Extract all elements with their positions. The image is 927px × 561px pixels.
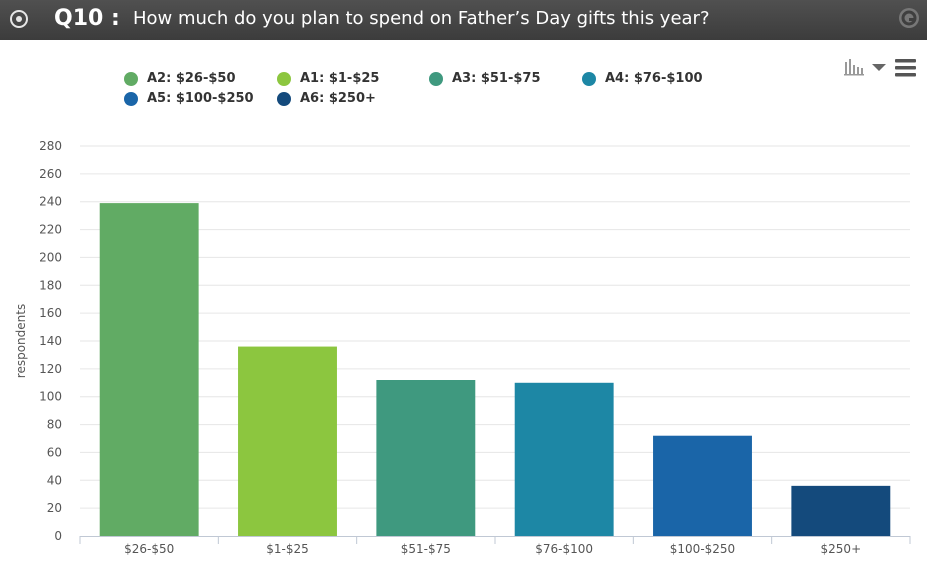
chart-type-icon[interactable]	[844, 59, 864, 76]
legend-dot	[277, 71, 291, 86]
y-tick-label: 160	[39, 306, 62, 320]
legend-item[interactable]: A5: $100-$250	[124, 91, 254, 106]
x-tick-label: $26-$50	[124, 542, 174, 556]
legend-item[interactable]: A3: $51-$75	[429, 71, 541, 86]
chevron-down-icon[interactable]	[872, 64, 886, 71]
bar[interactable]	[99, 203, 199, 536]
y-tick-label: 0	[54, 529, 62, 543]
legend-label: A3: $51-$75	[452, 71, 541, 86]
y-tick-label: 20	[47, 501, 62, 515]
y-tick-label: 60	[47, 445, 62, 459]
legend-label: A6: $250+	[300, 91, 376, 106]
y-tick-label: 80	[47, 418, 62, 432]
y-tick-label: 220	[39, 223, 62, 237]
x-tick-label: $250+	[821, 542, 862, 556]
x-tick-label: $1-$25	[266, 542, 309, 556]
radio-dot	[16, 16, 22, 22]
bar[interactable]	[791, 485, 891, 536]
legend-item[interactable]: A2: $26-$50	[124, 71, 236, 86]
bar[interactable]	[653, 435, 752, 536]
y-tick-label: 120	[39, 362, 62, 376]
x-tick-label: $76-$100	[535, 542, 593, 556]
question-text: How much do you plan to spend on Father’…	[133, 8, 710, 29]
y-tick-label: 100	[39, 390, 62, 404]
y-tick-label: 180	[39, 278, 62, 292]
menu-icon[interactable]	[895, 59, 916, 77]
y-tick-label: 240	[39, 195, 62, 209]
legend-label: A2: $26-$50	[147, 71, 236, 86]
legend-item[interactable]: A4: $76-$100	[582, 71, 703, 86]
legend-dot	[582, 71, 596, 86]
radio-icon[interactable]	[10, 10, 28, 28]
y-tick-label: 140	[39, 334, 62, 348]
legend-dot	[124, 71, 138, 86]
chart-toolbar	[844, 59, 916, 77]
legend-dot	[124, 91, 138, 106]
question-header: Q10 : How much do you plan to spend on F…	[0, 0, 927, 40]
y-tick-label: 280	[39, 139, 62, 153]
y-axis-title: respondents	[14, 304, 28, 378]
bar[interactable]	[238, 346, 337, 536]
legend-item[interactable]: A6: $250+	[277, 91, 376, 106]
x-tick-label: $100-$250	[670, 542, 735, 556]
legend-label: A1: $1-$25	[300, 71, 380, 86]
y-tick-label: 40	[47, 473, 62, 487]
legend-item[interactable]: A1: $1-$25	[277, 71, 379, 86]
legend-label: A5: $100-$250	[147, 91, 254, 106]
y-tick-label: 200	[39, 250, 62, 264]
legend-label: A4: $76-$100	[605, 71, 703, 86]
x-tick-label: $51-$75	[401, 542, 451, 556]
bar[interactable]	[514, 382, 614, 536]
question-number: Q10 :	[54, 6, 120, 31]
bar[interactable]	[376, 380, 476, 536]
logo-icon	[899, 8, 919, 28]
legend-dot	[429, 71, 443, 86]
legend-dot	[277, 91, 291, 106]
y-tick-label: 260	[39, 167, 62, 181]
